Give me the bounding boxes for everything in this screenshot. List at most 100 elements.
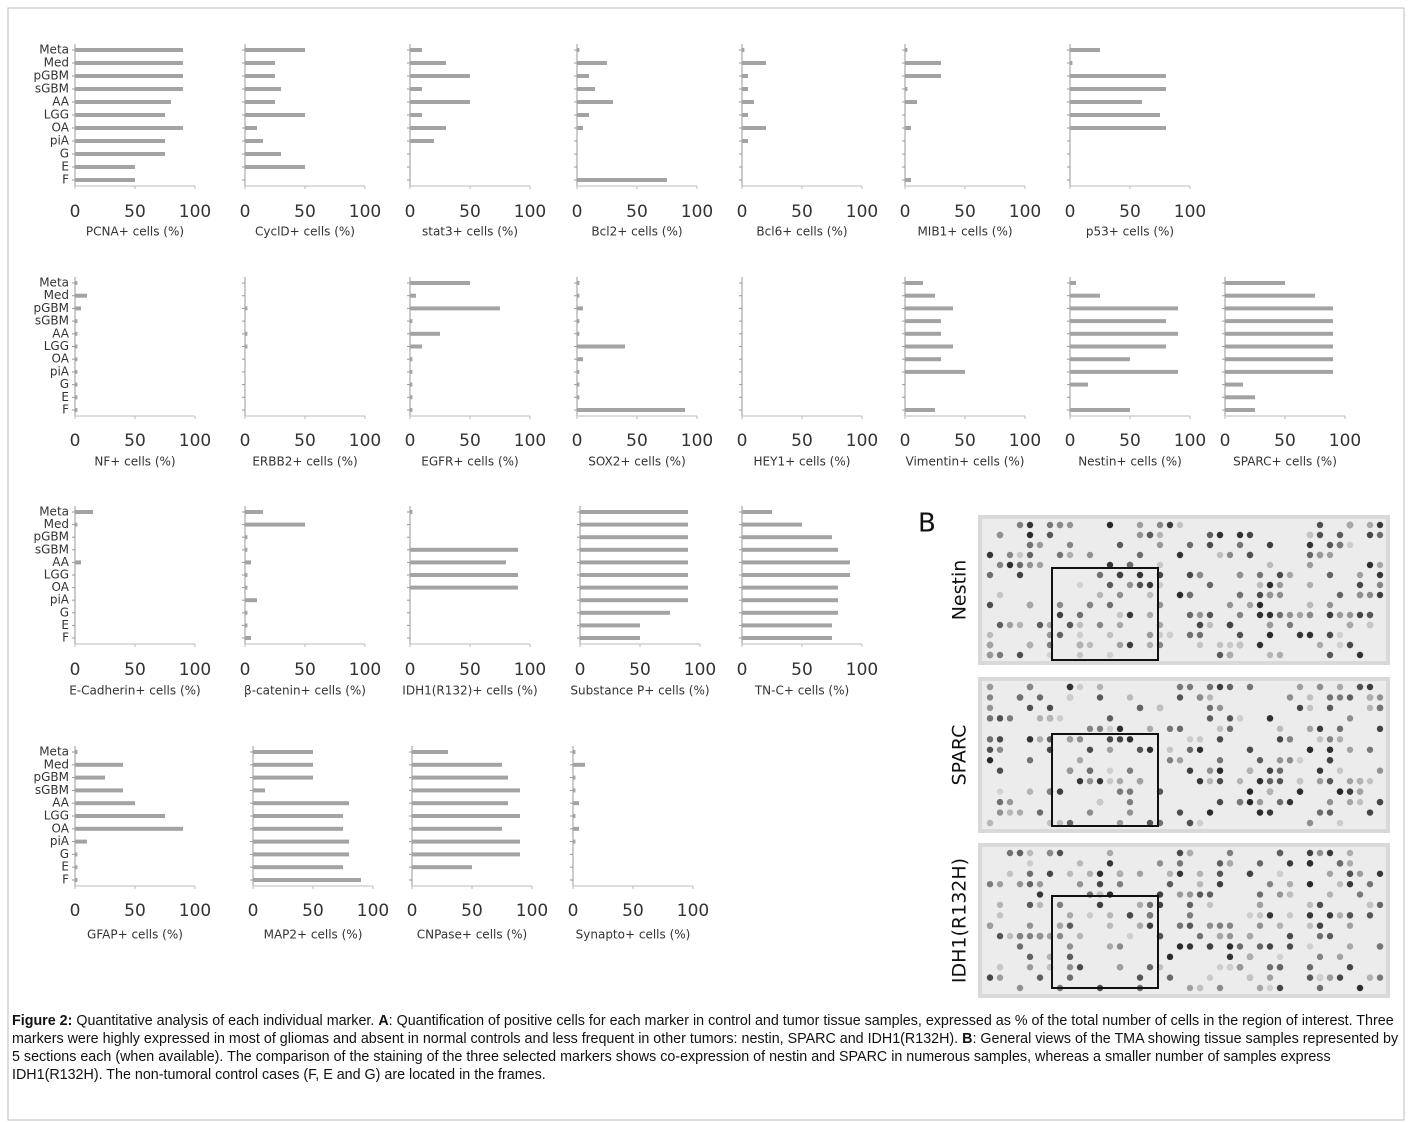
tma-dot <box>1137 778 1143 784</box>
bar <box>410 281 470 285</box>
tma-dot <box>1307 602 1313 608</box>
tma-dot <box>1097 881 1103 887</box>
tma-dot <box>1007 871 1013 877</box>
bar <box>412 814 520 818</box>
tma-dot <box>1267 778 1273 784</box>
tma-dot <box>1017 881 1023 887</box>
tma-dot <box>1377 767 1383 773</box>
tma-dot <box>1117 612 1123 618</box>
tma-dot <box>1267 582 1273 588</box>
tma-dot <box>1107 632 1113 638</box>
tma-dot <box>1187 943 1193 949</box>
x-tick-label: 0 <box>70 901 81 921</box>
tma-dot <box>1117 726 1123 732</box>
tma-dot <box>1287 622 1293 628</box>
bar <box>75 395 77 399</box>
bar <box>75 370 77 374</box>
category-label: F <box>62 403 69 417</box>
bar <box>253 776 313 780</box>
bar <box>245 598 257 602</box>
x-tick-label: 0 <box>572 431 583 451</box>
tma-dot <box>1347 542 1353 548</box>
tma-dot <box>1327 652 1333 658</box>
bar <box>412 763 502 767</box>
x-axis-label: TN-C+ cells (%) <box>754 684 849 698</box>
tma-dot <box>987 757 993 763</box>
tma-dot <box>1377 694 1383 700</box>
tma-dot <box>997 974 1003 980</box>
image-label: SPARC <box>949 725 971 786</box>
bar <box>75 48 183 52</box>
tma-dot <box>1067 912 1073 918</box>
bar <box>742 611 838 615</box>
bar <box>577 294 579 298</box>
tma-dot <box>1027 902 1033 908</box>
x-axis-label: β-catenin+ cells (%) <box>244 684 366 698</box>
tma-dot <box>997 622 1003 628</box>
bar <box>742 636 832 640</box>
x-tick-label: 0 <box>248 901 259 921</box>
x-tick-label: 0 <box>737 660 748 680</box>
tma-dot <box>1287 891 1293 897</box>
tma-dot <box>1017 652 1023 658</box>
tma-dot <box>1027 684 1033 690</box>
tma-dot <box>1337 954 1343 960</box>
bar <box>245 535 247 539</box>
tma-dot <box>1117 871 1123 877</box>
tma-dot <box>1357 572 1363 578</box>
tma-dot <box>1087 552 1093 558</box>
tma-dot <box>1207 612 1213 618</box>
tma-dot <box>1247 799 1253 805</box>
tma-dot <box>1197 622 1203 628</box>
tma-dot <box>1157 860 1163 866</box>
category-label: AA <box>52 95 70 109</box>
tma-dot <box>1187 542 1193 548</box>
tma-dot <box>1307 726 1313 732</box>
bar <box>253 840 349 844</box>
tma-dot <box>1307 881 1313 887</box>
tma-dot <box>1037 902 1043 908</box>
tma-dot <box>1137 532 1143 538</box>
tma-dot <box>1007 933 1013 939</box>
tma-dot <box>1107 736 1113 742</box>
bar <box>742 586 838 590</box>
tma-dot <box>1137 902 1143 908</box>
x-axis-label: MIB1+ cells (%) <box>917 225 1012 239</box>
tma-dot <box>1317 850 1323 856</box>
tma-dot <box>1287 860 1293 866</box>
tma-dot <box>1227 642 1233 648</box>
tma-dot <box>1077 964 1083 970</box>
bar <box>742 548 838 552</box>
bar <box>1070 345 1166 349</box>
category-label: F <box>62 631 69 645</box>
tma-dot <box>1237 943 1243 949</box>
tma-dot <box>1017 622 1023 628</box>
tma-dot <box>1107 922 1113 928</box>
tma-dot <box>1377 726 1383 732</box>
tma-dot <box>987 652 993 658</box>
tma-dot <box>1277 778 1283 784</box>
bar <box>573 840 575 844</box>
bar <box>577 395 579 399</box>
bar <box>905 345 953 349</box>
tma-dot <box>1197 933 1203 939</box>
tma-dot <box>1107 943 1113 949</box>
x-tick-label: 50 <box>124 901 146 921</box>
bar <box>577 306 583 310</box>
x-axis-label: Nestin+ cells (%) <box>1078 455 1182 469</box>
tma-dot <box>1317 642 1323 648</box>
tma-dot <box>1087 726 1093 732</box>
tma-dot <box>1347 694 1353 700</box>
tma-dot <box>1327 850 1333 856</box>
tma-dot <box>1267 788 1273 794</box>
bar <box>905 74 941 78</box>
bar <box>577 357 583 361</box>
tma-dot <box>1107 860 1113 866</box>
tma-dot <box>1237 532 1243 538</box>
category-label: F <box>62 873 69 887</box>
x-tick-label: 100 <box>1009 202 1041 222</box>
tma-dot <box>1107 652 1113 658</box>
tma-dot <box>1127 612 1133 618</box>
bar <box>253 827 343 831</box>
tma-dot <box>1347 778 1353 784</box>
